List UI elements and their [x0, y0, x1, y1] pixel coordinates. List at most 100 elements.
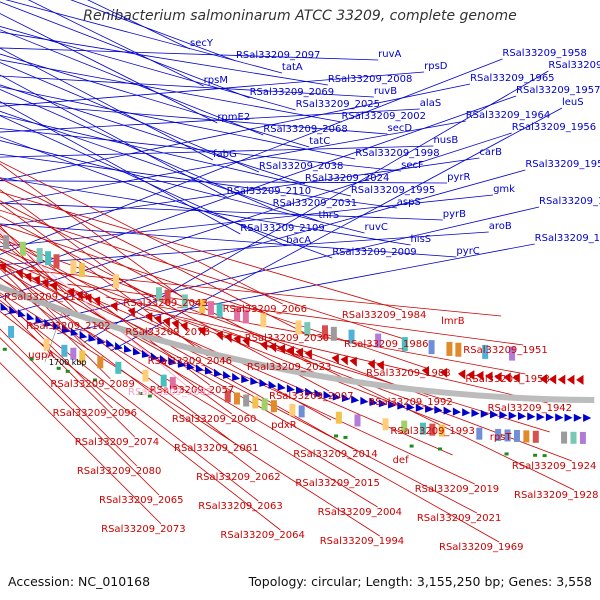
gene-label-rsal33209-2062[interactable]: RSal33209_2062 — [196, 472, 280, 483]
gene-label-rsal33209-1955[interactable]: RSal33209_1955 — [525, 159, 600, 170]
gene-label-rsal33209-2061[interactable]: RSal33209_2061 — [174, 443, 258, 454]
gene-label-rsal33209-2023[interactable]: RSal33209_2023 — [247, 362, 331, 373]
gene-label-rsal33209-2080[interactable]: RSal33209_2080 — [77, 466, 161, 477]
leader-line-rsal33209-1953 — [105, 296, 526, 375]
gene-label-rsal33209-1988[interactable]: RSal33209_1988 — [366, 368, 450, 379]
gene-label-rsal33209-1948[interactable]: RSal33209_1948 — [548, 60, 600, 71]
rna-feature-mark — [438, 447, 443, 451]
gene-label-rsal33209-1928[interactable]: RSal33209_1928 — [514, 490, 598, 501]
gene-label-rsal33209-2025[interactable]: RSal33209_2025 — [296, 99, 380, 110]
gene-label-rsal33209-2110[interactable]: RSal33209_2110 — [227, 186, 311, 197]
gene-label-rsal33209-2057[interactable]: RSal33209_2057 — [150, 385, 234, 396]
gene-label-rsal33209-1993[interactable]: RSal33209_1993 — [390, 426, 474, 437]
gene-label-baca[interactable]: bacA — [286, 235, 311, 246]
gene-label-rsal33209-2004[interactable]: RSal33209_2004 — [318, 507, 402, 518]
gene-label-rsal33209-2114[interactable]: RSal33209_2114 — [4, 292, 88, 303]
gene-label-rsal33209-2096[interactable]: RSal33209_2096 — [53, 408, 137, 419]
gene-label-pyrr[interactable]: pyrR — [447, 172, 470, 183]
gene-label-hiss[interactable]: hisS — [410, 234, 431, 245]
gene-label-nusb[interactable]: nusB — [433, 135, 458, 146]
gene-label-rsal33209-1950[interactable]: RSal33209_1950 — [539, 196, 600, 207]
gene-label-rsal33209-2065[interactable]: RSal33209_2065 — [99, 495, 183, 506]
cog-category-block — [142, 369, 149, 382]
gene-label-thrs[interactable]: thrS — [319, 210, 340, 221]
gene-label-rsal33209-1964[interactable]: RSal33209_1964 — [466, 110, 550, 121]
gene-label-rsal33209-2002[interactable]: RSal33209_2002 — [342, 111, 426, 122]
gene-label-rsal33209-2078[interactable]: RSal33209_2078 — [125, 327, 209, 338]
gene-label-rsal33209-2015[interactable]: RSal33209_2015 — [295, 478, 379, 489]
gene-label-alas[interactable]: alaS — [420, 98, 441, 109]
gene-label-rsal33209-2031[interactable]: RSal33209_2031 — [273, 198, 357, 209]
gene-label-rsal33209-1942[interactable]: RSal33209_1942 — [488, 403, 572, 414]
gene-label-rsal33209-1969[interactable]: RSal33209_1969 — [439, 542, 523, 553]
gene-label-rsal33209-2060[interactable]: RSal33209_2060 — [172, 414, 256, 425]
gene-label-rsal33209-1995[interactable]: RSal33209_1995 — [351, 185, 435, 196]
gene-label-rsal33209-2007[interactable]: RSal33209_2007 — [269, 391, 353, 402]
gene-label-rsal33209-1994[interactable]: RSal33209_1994 — [320, 536, 404, 547]
gene-label-rsal33209-2066[interactable]: RSal33209_2066 — [223, 304, 307, 315]
gene-label-rsal33209-2109[interactable]: RSal33209_2109 — [240, 223, 324, 234]
gene-label-rsal33209-1949[interactable]: RSal33209_1949 — [535, 233, 600, 244]
gene-label-pdxr[interactable]: pdxR — [271, 420, 297, 431]
gene-label-gmk[interactable]: gmk — [493, 184, 515, 195]
cog-category-block — [428, 340, 435, 355]
gene-label-rsal33209-1924[interactable]: RSal33209_1924 — [512, 461, 596, 472]
gene-label-ruvb[interactable]: ruvB — [374, 86, 397, 97]
gene-label-rpme2[interactable]: rpmE2 — [217, 112, 250, 123]
gene-label-rsal33209-2082[interactable]: RSal33209_2082 — [128, 387, 212, 398]
gene-label-rsal33209-1984[interactable]: RSal33209_1984 — [342, 310, 426, 321]
gene-label-secy[interactable]: secY — [190, 38, 214, 49]
gene-label-rsal33209-2014[interactable]: RSal33209_2014 — [293, 449, 377, 460]
gene-label-rsal33209-2019[interactable]: RSal33209_2019 — [415, 484, 499, 495]
gene-label-rpst[interactable]: rpsT — [490, 432, 513, 443]
gene-label-pyrb[interactable]: pyrB — [443, 209, 466, 220]
gene-label-tata[interactable]: tatA — [282, 62, 303, 73]
leader-line-rsal33209-2019 — [0, 261, 475, 485]
gene-label-rsal33209-1957[interactable]: RSal33209_1957 — [516, 85, 600, 96]
gene-label-ruvc[interactable]: ruvC — [365, 222, 388, 233]
gene-label-rsal33209-1986[interactable]: RSal33209_1986 — [344, 339, 428, 350]
gene-label-rsal33209-2074[interactable]: RSal33209_2074 — [75, 437, 159, 448]
gene-label-rsal33209-2009[interactable]: RSal33209_2009 — [332, 247, 416, 258]
gene-label-rsal33209-2043[interactable]: RSal33209_2043 — [123, 298, 207, 309]
gene-label-rsal33209-2038[interactable]: RSal33209_2038 — [259, 161, 343, 172]
leader-line-tatc — [0, 53, 310, 148]
gene-label-rsal33209-2008[interactable]: RSal33209_2008 — [328, 74, 412, 85]
gene-label-tatc[interactable]: tatC — [309, 136, 330, 147]
gene-label-rsal33209-2024[interactable]: RSal33209_2024 — [305, 173, 389, 184]
gene-label-def[interactable]: def — [393, 455, 410, 466]
gene-label-rsal33209-2021[interactable]: RSal33209_2021 — [417, 513, 501, 524]
gene-label-rsal33209-2069[interactable]: RSal33209_2069 — [250, 87, 334, 98]
gene-label-rsal33209-2102[interactable]: RSal33209_2102 — [26, 321, 110, 332]
gene-label-secf[interactable]: secF — [401, 160, 424, 171]
gene-label-rsal33209-2046[interactable]: RSal33209_2046 — [148, 356, 232, 367]
gene-label-rsal33209-2073[interactable]: RSal33209_2073 — [101, 524, 185, 535]
gene-label-leus[interactable]: leuS — [562, 97, 584, 108]
gene-label-fabg[interactable]: fabG — [213, 149, 237, 160]
gene-label-rsal33209-2097[interactable]: RSal33209_2097 — [236, 50, 320, 61]
gene-label-rsal33209-1953[interactable]: RSal33209_1953 — [465, 374, 549, 385]
gene-label-rsal33209-1965[interactable]: RSal33209_1965 — [470, 73, 554, 84]
gene-label-rsal33209-2030[interactable]: RSal33209_2030 — [245, 333, 329, 344]
gene-label-rsal33209-1956[interactable]: RSal33209_1956 — [512, 122, 596, 133]
gene-label-ugpa[interactable]: ugpA — [28, 350, 54, 361]
gene-label-rsal33209-2089[interactable]: RSal33209_2089 — [50, 379, 134, 390]
gene-label-rpsm[interactable]: rpsM — [204, 75, 228, 86]
gene-label-secd[interactable]: secD — [387, 123, 412, 134]
gene-label-rsal33209-2064[interactable]: RSal33209_2064 — [220, 530, 304, 541]
gene-label-lmrb[interactable]: lmrB — [441, 316, 465, 327]
gene-label-ruva[interactable]: ruvA — [378, 49, 401, 60]
gene-label-rsal33209-2068[interactable]: RSal33209_2068 — [263, 124, 347, 135]
cog-category-block — [401, 337, 408, 352]
gene-label-arob[interactable]: aroB — [489, 221, 512, 232]
gene-label-rsal33209-1951[interactable]: RSal33209_1951 — [463, 345, 547, 356]
gene-label-rsal33209-1998[interactable]: RSal33209_1998 — [355, 148, 439, 159]
forward-gene-arrow — [555, 413, 564, 422]
gene-label-rpsd[interactable]: rpsD — [424, 61, 448, 72]
gene-label-carb[interactable]: carB — [479, 147, 502, 158]
gene-label-asps[interactable]: aspS — [397, 197, 421, 208]
gene-label-pyrc[interactable]: pyrC — [456, 246, 479, 257]
gene-label-rsal33209-1992[interactable]: RSal33209_1992 — [368, 397, 452, 408]
gene-label-rsal33209-1958[interactable]: RSal33209_1958 — [502, 48, 586, 59]
gene-label-rsal33209-2063[interactable]: RSal33209_2063 — [198, 501, 282, 512]
